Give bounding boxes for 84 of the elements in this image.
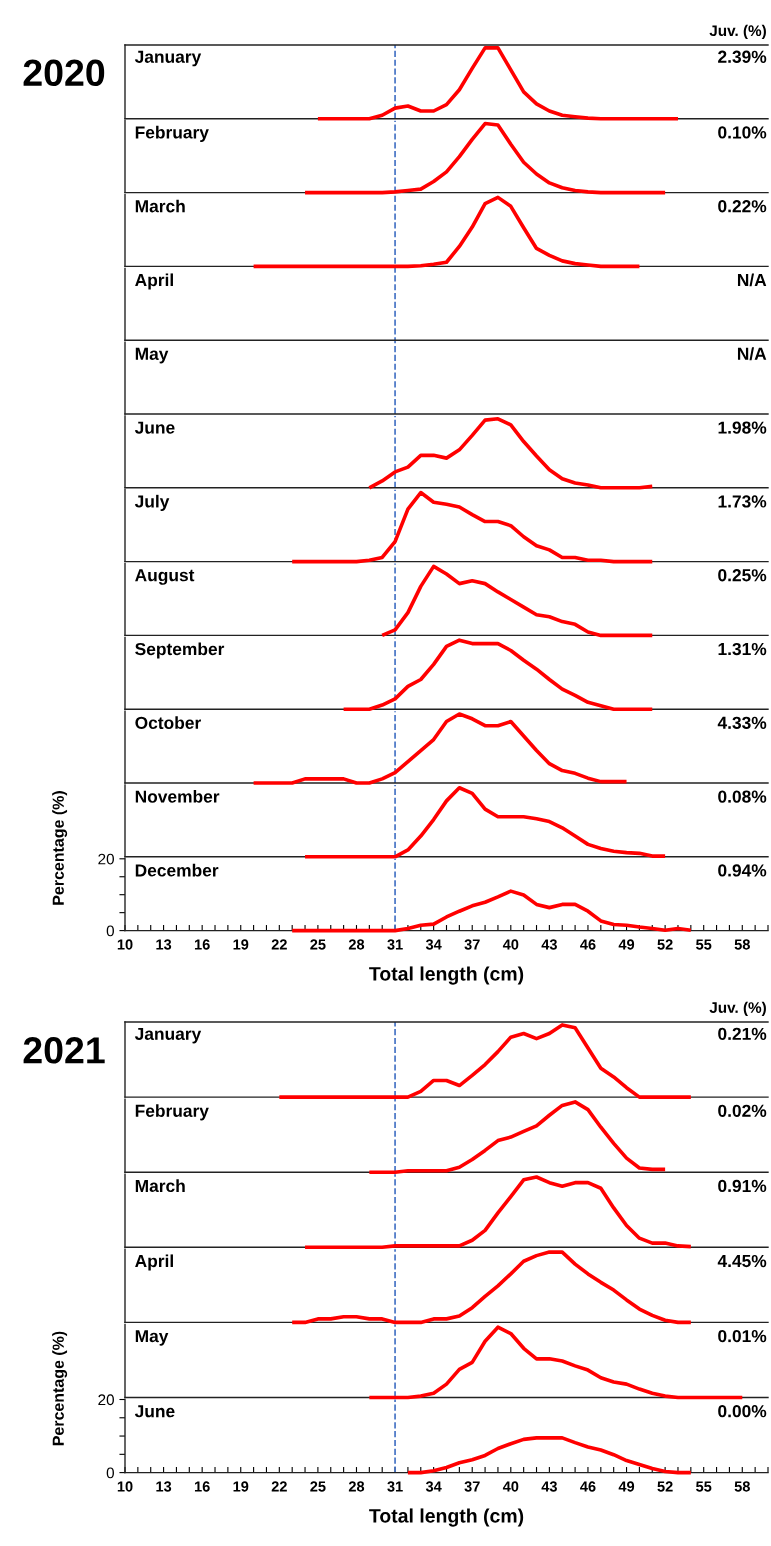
chart-title: January — [134, 1027, 202, 1044]
annotation: 0.25% — [718, 569, 767, 582]
x-tick-label: 58 — [734, 1481, 750, 1492]
x-tick-label: 37 — [464, 1481, 480, 1492]
y-tick-label: 0 — [106, 925, 114, 937]
y-axis-title: Percentage (%) — [52, 791, 68, 905]
chart-title: February — [135, 125, 209, 143]
x-axis-title: Total length (cm) — [369, 1508, 524, 1527]
x-tick-label: 25 — [310, 1481, 326, 1492]
x-tick-label: 19 — [233, 1481, 249, 1492]
text: May — [135, 347, 169, 364]
x-tick-label: 28 — [348, 939, 365, 950]
x-tick-label: 58 — [734, 939, 750, 950]
y-tick-label: 20 — [98, 1394, 114, 1406]
text: Juv. (%) — [709, 24, 766, 40]
x-tick-label: 43 — [541, 939, 557, 950]
chart-title: September — [135, 642, 225, 659]
x-tick-label: 25 — [310, 939, 326, 950]
annotation: 1.31% — [718, 642, 767, 656]
chart-title: August — [135, 569, 195, 585]
line-series — [290, 889, 693, 933]
y-axis-title: Percentage (%) — [52, 1331, 68, 1446]
annotation: 0.08% — [718, 790, 767, 803]
x-tick-label: 55 — [696, 1481, 712, 1492]
text: Juv. (%) — [709, 1001, 766, 1016]
x-tick-label: 10 — [117, 939, 133, 950]
annotation: 0.01% — [718, 1329, 767, 1343]
x-tick-label: 52 — [657, 939, 673, 950]
x-tick-label: 40 — [502, 939, 519, 950]
annotation: 2.39% — [718, 50, 767, 63]
x-tick-label: 43 — [541, 1481, 557, 1492]
x-tick-label: 52 — [657, 1481, 673, 1492]
chart-title: May — [135, 1330, 169, 1346]
chart-title: March — [135, 1179, 185, 1193]
annotation: 1.98% — [718, 421, 767, 434]
x-tick-label: 19 — [233, 939, 249, 950]
x-tick-label: 22 — [271, 939, 287, 950]
x-tick-label: 16 — [194, 1481, 210, 1492]
chart-title: June — [134, 1405, 175, 1418]
annotation: 0.94% — [718, 864, 767, 877]
x-tick-label: 28 — [348, 1481, 365, 1492]
annotation: 0.22% — [718, 200, 767, 213]
y-tick-label: 20 — [98, 853, 114, 865]
x-tick-label: 46 — [580, 939, 596, 950]
x-tick-label: 13 — [156, 1481, 172, 1492]
x-tick-label: 49 — [618, 1481, 635, 1492]
chart-title: December — [135, 863, 219, 877]
text: 2020 — [23, 59, 105, 87]
x-tick-label: 22 — [271, 1481, 287, 1492]
x-tick-label: 10 — [117, 1481, 133, 1492]
x-tick-label: 31 — [387, 939, 403, 950]
chart-title: January — [134, 50, 202, 67]
x-tick-label: 34 — [425, 939, 442, 950]
text: 2021 — [23, 1037, 105, 1064]
annotation: 4.45% — [717, 1254, 767, 1268]
x-tick-label: 31 — [387, 1481, 403, 1492]
text: N/A — [737, 273, 767, 287]
chart-title: November — [135, 790, 220, 803]
annotation: 0.02% — [718, 1104, 767, 1117]
x-tick-label: 55 — [696, 939, 712, 950]
x-tick-label: 46 — [580, 1481, 596, 1492]
y-tick-label: 0 — [106, 1467, 114, 1479]
annotation: 4.33% — [717, 716, 767, 729]
x-tick-label: 34 — [425, 1481, 442, 1492]
x-tick-label: 16 — [194, 939, 210, 950]
annotation: 0.21% — [718, 1027, 767, 1041]
chart-title: June — [134, 421, 175, 434]
x-tick-label: 13 — [156, 939, 172, 950]
annotation: 0.00% — [718, 1405, 767, 1418]
line-series — [406, 1436, 693, 1475]
annotation: 0.10% — [718, 126, 767, 139]
x-tick-label: 40 — [502, 1481, 519, 1492]
x-axis-title: Total length (cm) — [369, 966, 524, 985]
chart-title: July — [134, 494, 170, 512]
chart-title: March — [135, 199, 185, 213]
annotation: 0.91% — [718, 1179, 767, 1193]
x-tick-label: 37 — [464, 939, 480, 950]
text: April — [135, 273, 173, 290]
x-tick-label: 49 — [618, 939, 635, 950]
text: N/A — [737, 347, 767, 361]
chart-title: October — [135, 716, 201, 729]
annotation: 1.73% — [718, 495, 767, 508]
chart-title: April — [135, 1254, 173, 1271]
chart-title: February — [135, 1104, 209, 1121]
